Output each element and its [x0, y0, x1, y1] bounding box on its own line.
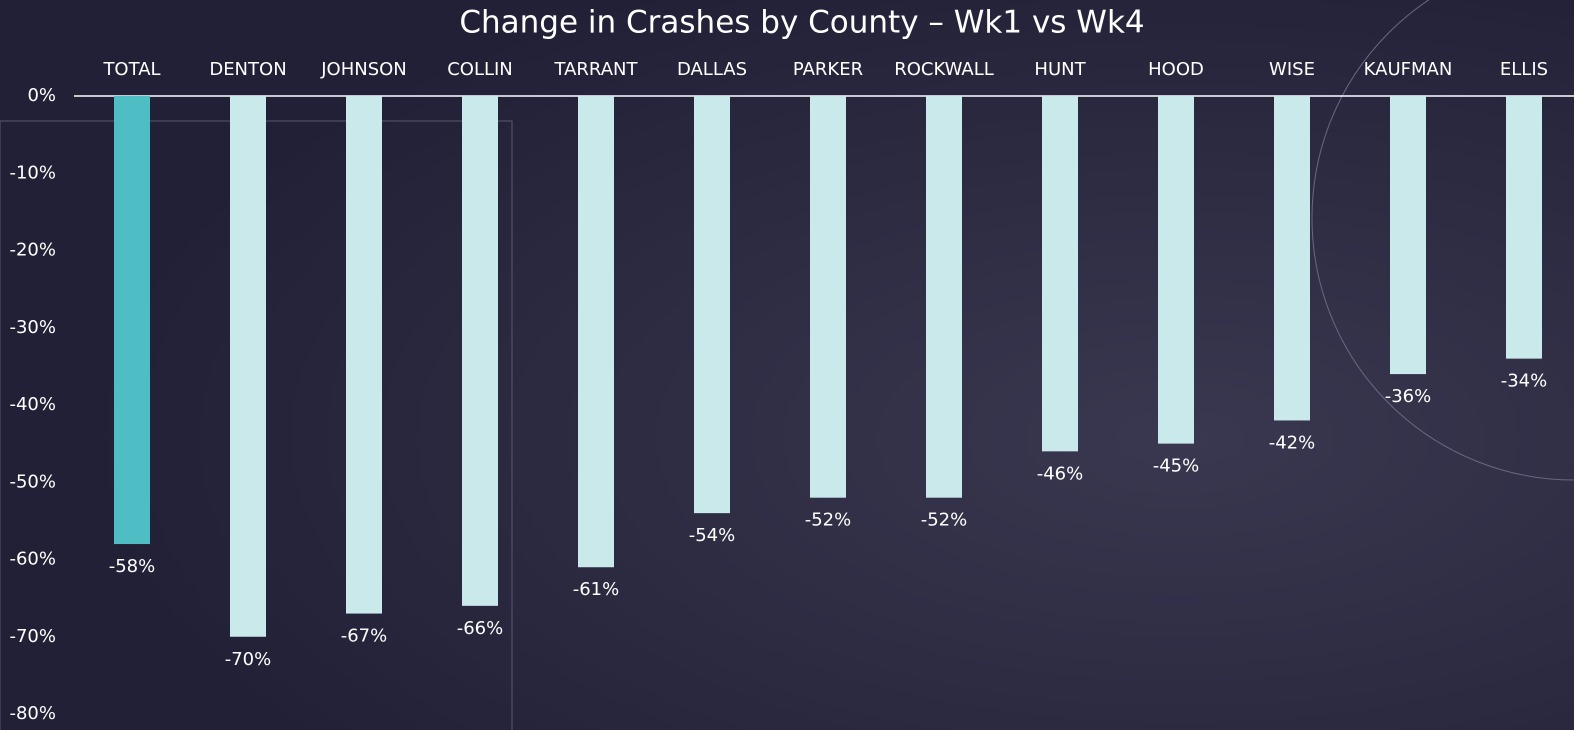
bar: [578, 96, 614, 568]
y-tick-label: -70%: [9, 626, 56, 647]
value-label: -45%: [1153, 456, 1200, 477]
y-tick-label: -30%: [9, 317, 56, 338]
x-tick-label: PARKER: [793, 59, 863, 80]
x-tick-label: HOOD: [1148, 59, 1204, 80]
y-tick-label: -60%: [9, 549, 56, 570]
y-tick-label: 0%: [27, 85, 56, 106]
bar: [810, 96, 846, 498]
bar: [1506, 96, 1542, 359]
value-label: -42%: [1269, 432, 1316, 453]
bar: [114, 96, 150, 545]
x-tick-label: JOHNSON: [320, 59, 407, 80]
value-label: -52%: [805, 510, 852, 531]
value-label: -34%: [1501, 371, 1548, 392]
x-tick-label: TOTAL: [102, 59, 160, 80]
bar: [230, 96, 266, 637]
bar: [1042, 96, 1078, 452]
y-tick-label: -80%: [9, 703, 56, 724]
x-tick-label: KAUFMAN: [1364, 59, 1453, 80]
value-label: -54%: [689, 525, 736, 546]
chart-title: Change in Crashes by County – Wk1 vs Wk4: [459, 5, 1144, 41]
value-label: -67%: [341, 626, 388, 647]
y-tick-label: -40%: [9, 394, 56, 415]
y-tick-label: -20%: [9, 240, 56, 261]
bar: [926, 96, 962, 498]
bar: [462, 96, 498, 606]
bar: [1158, 96, 1194, 444]
x-tick-label: ROCKWALL: [894, 59, 994, 80]
x-tick-label: TARRANT: [554, 59, 639, 80]
x-tick-label: ELLIS: [1500, 59, 1548, 80]
x-tick-label: DENTON: [209, 59, 286, 80]
x-tick-label: COLLIN: [447, 59, 513, 80]
value-label: -70%: [225, 649, 272, 670]
x-tick-label: HUNT: [1034, 59, 1086, 80]
bar: [1390, 96, 1426, 375]
x-tick-label: DALLAS: [677, 59, 747, 80]
bar: [694, 96, 730, 514]
x-tick-label: WISE: [1269, 59, 1315, 80]
bar: [1274, 96, 1310, 421]
value-label: -66%: [457, 618, 504, 639]
value-label: -52%: [921, 510, 968, 531]
value-label: -46%: [1037, 463, 1084, 484]
y-tick-label: -50%: [9, 471, 56, 492]
value-label: -36%: [1385, 386, 1432, 407]
value-label: -61%: [573, 579, 620, 600]
bar: [346, 96, 382, 614]
decor-circle: [1311, 0, 1574, 481]
value-label: -58%: [109, 556, 156, 577]
y-tick-label: -10%: [9, 162, 56, 183]
